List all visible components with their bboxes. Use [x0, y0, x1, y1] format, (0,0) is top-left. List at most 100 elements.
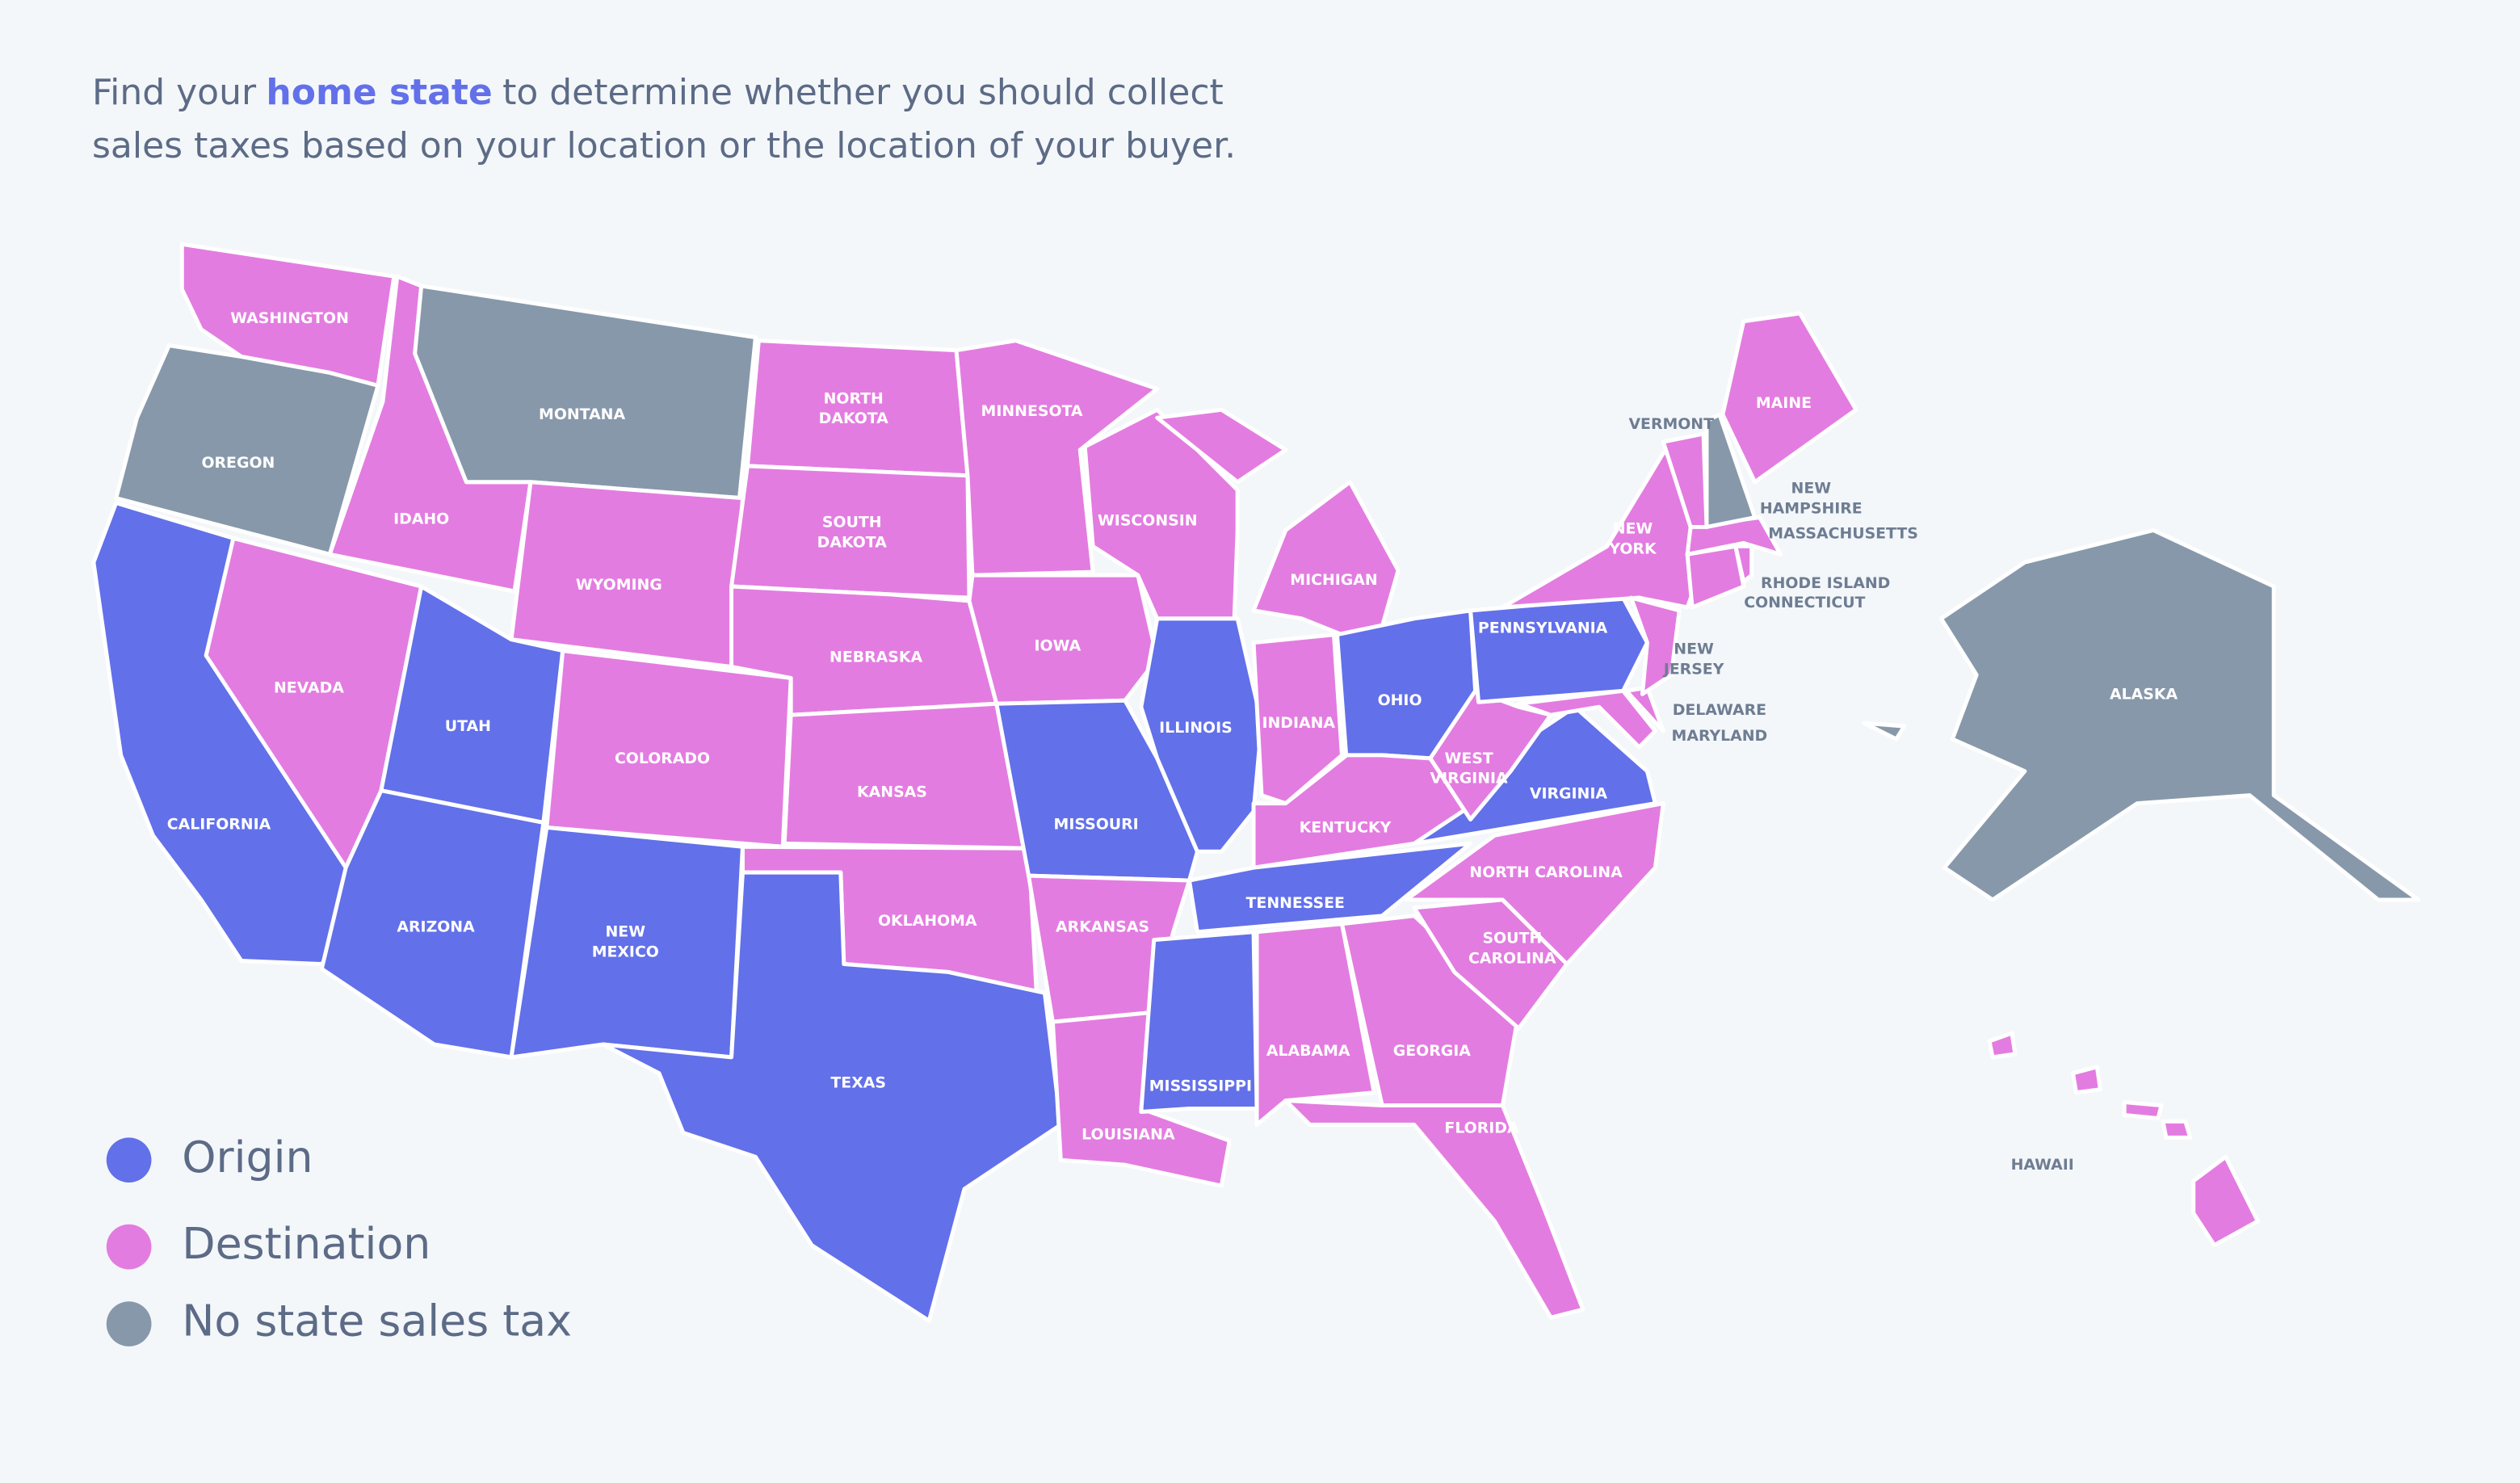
- state-label: ALASKA: [2110, 685, 2178, 703]
- state: [1624, 685, 1665, 733]
- state-label: NEW: [1674, 641, 1714, 658]
- state-shape: [1733, 544, 1754, 584]
- intro-text: Find your: [92, 72, 257, 113]
- state: [729, 464, 972, 600]
- state-label: DAKOTA: [817, 533, 888, 551]
- state-label: KENTUCKY: [1300, 818, 1392, 836]
- state-label: OREGON: [201, 454, 275, 472]
- state-shape: [600, 870, 1063, 1323]
- state: [600, 870, 1063, 1323]
- state-label: MISSOURI: [1054, 815, 1139, 833]
- state-shape: [1704, 412, 1758, 529]
- legend-label: Origin: [182, 1132, 313, 1183]
- state-shape: [1139, 930, 1259, 1114]
- state-label: SOUTH: [1482, 930, 1542, 947]
- state-shape: [1254, 922, 1376, 1127]
- state: [413, 284, 758, 501]
- state: [1685, 544, 1746, 610]
- state-label: CAROLINA: [1468, 950, 1556, 968]
- state-label: NEW: [606, 923, 646, 941]
- state-shape: [509, 480, 745, 669]
- state-label: WISCONSIN: [1098, 511, 1198, 529]
- state-label: NEW: [1613, 519, 1653, 537]
- state: [319, 788, 546, 1060]
- state-shape: [1251, 480, 1401, 637]
- state-label: NEBRASKA: [830, 649, 922, 666]
- state-label: WEST: [1444, 750, 1493, 767]
- state: [1139, 930, 1259, 1114]
- intro-line: sales taxes based on your location or th…: [92, 125, 1237, 166]
- state-shape: [1938, 527, 2421, 902]
- legend-swatch: [106, 1224, 152, 1270]
- state: [114, 343, 380, 557]
- state-shape: [2191, 1154, 2260, 1248]
- state-label: HAMPSHIRE: [1760, 500, 1863, 518]
- state: [1155, 407, 1401, 637]
- state-label: MASSACHUSETTS: [1768, 524, 1918, 542]
- state: [1283, 1099, 1586, 1320]
- state-label: WASHINGTON: [230, 309, 349, 327]
- state-label: MEXICO: [592, 943, 659, 961]
- intro-text: to determine whether you should collect: [502, 72, 1224, 113]
- state-label: OKLAHOMA: [878, 912, 977, 930]
- state-label: ALABAMA: [1266, 1042, 1350, 1060]
- state-label: NEVADA: [274, 678, 344, 696]
- state-label: TEXAS: [830, 1074, 886, 1092]
- state-label: INDIANA: [1262, 714, 1335, 732]
- state-label: TENNESSEE: [1246, 894, 1345, 912]
- state-shape: [413, 284, 758, 501]
- state-shape: [1516, 688, 1657, 750]
- state-label: PENNSYLVANIA: [1478, 620, 1608, 637]
- state-shape: [114, 343, 380, 557]
- state-shape: [1404, 801, 1665, 966]
- legend-swatch: [106, 1137, 152, 1183]
- state-shape: [2161, 1119, 2193, 1140]
- state: [1704, 412, 1758, 529]
- state-label: UTAH: [445, 717, 491, 735]
- state-shape: [2071, 1065, 2102, 1095]
- state: [1720, 311, 1858, 485]
- state-shape: [2122, 1100, 2164, 1120]
- state-shape: [1629, 595, 1682, 696]
- state-label: CONNECTICUT: [1744, 594, 1865, 611]
- state-label: HAWAII: [2011, 1156, 2074, 1174]
- state-label: COLORADO: [615, 750, 710, 767]
- intro-highlight: home state: [266, 72, 493, 113]
- state-shape: [1283, 1099, 1586, 1320]
- state: [1254, 922, 1376, 1127]
- state-shape: [1720, 311, 1858, 485]
- state-shape: [1155, 407, 1288, 485]
- state-label: OHIO: [1378, 691, 1422, 709]
- state-label: LOUISIANA: [1082, 1125, 1175, 1143]
- state-label: IDAHO: [393, 510, 449, 527]
- state: [782, 701, 1031, 851]
- state-shape: [1186, 841, 1473, 935]
- state-label: NORTH: [824, 389, 884, 407]
- state-label: GEORGIA: [1393, 1042, 1471, 1060]
- state: [1733, 544, 1754, 584]
- state-shape: [319, 788, 546, 1060]
- state-label: YORK: [1608, 540, 1657, 557]
- state-label: RHODE ISLAND: [1761, 574, 1890, 592]
- state-label: DAKOTA: [819, 410, 889, 427]
- state-label: WYOMING: [576, 576, 662, 594]
- state: [1862, 527, 2421, 902]
- state: [954, 338, 1160, 578]
- state-label: CALIFORNIA: [167, 815, 271, 833]
- state-label: MICHIGAN: [1290, 571, 1377, 589]
- state: [1404, 801, 1665, 966]
- legend-label: No state sales tax: [182, 1296, 572, 1346]
- state-shape: [1862, 720, 1907, 742]
- state-label: MAINE: [1756, 394, 1812, 412]
- state-label: VERMONT: [1628, 415, 1714, 433]
- state-label: FLORIDA: [1444, 1119, 1519, 1136]
- state-label: MARYLAND: [1672, 727, 1768, 745]
- state: [509, 480, 745, 669]
- state-shape: [1624, 685, 1665, 733]
- state-label: ILLINOIS: [1159, 719, 1233, 737]
- state-shape: [782, 701, 1031, 851]
- intro: Find your home state to determine whether …: [92, 66, 1236, 173]
- state: [1139, 616, 1264, 854]
